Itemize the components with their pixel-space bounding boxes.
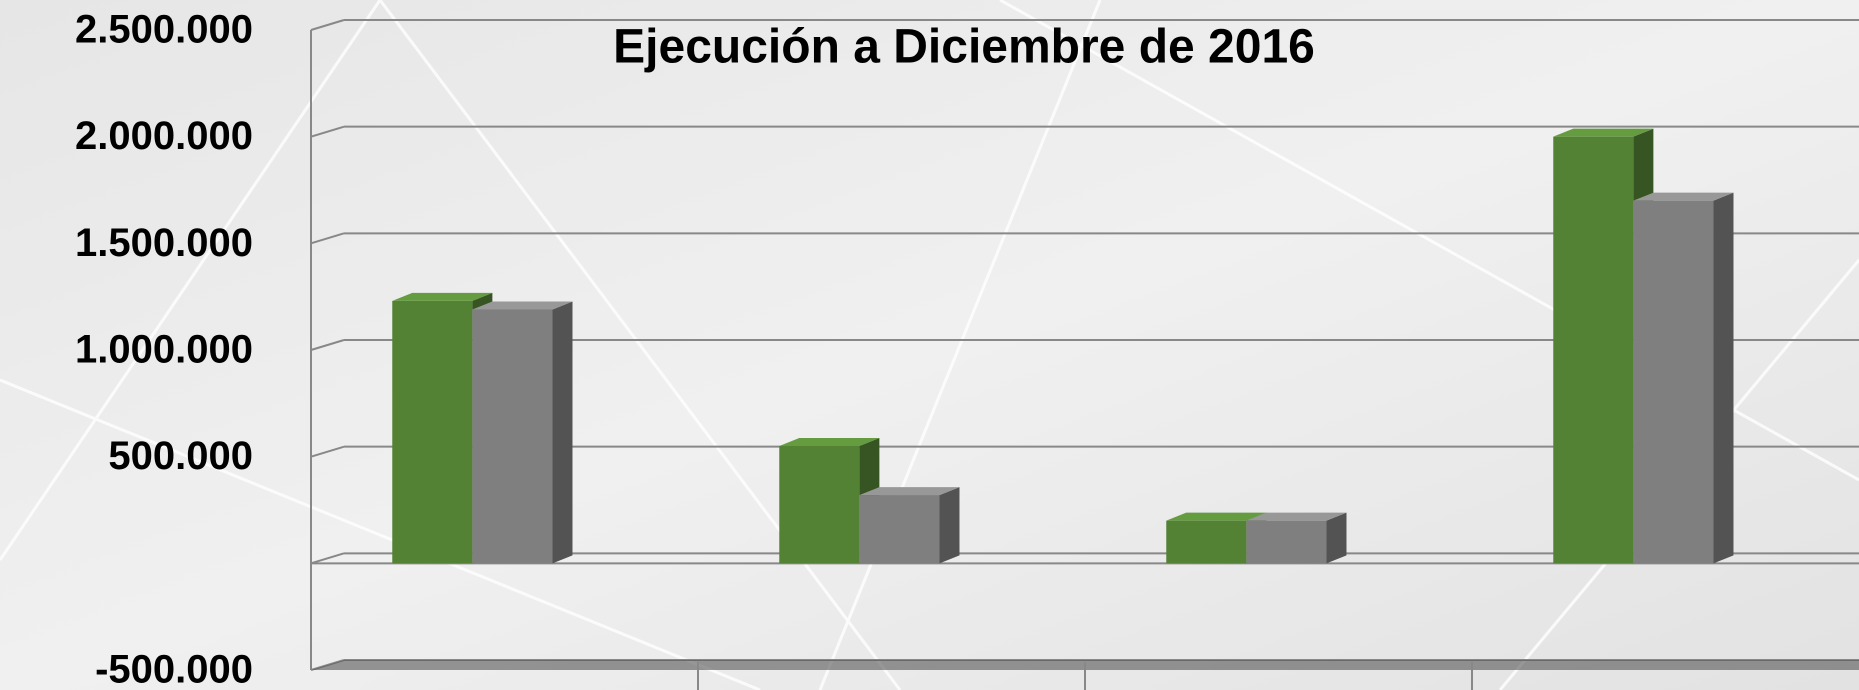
y-tick-label: 1.500.000 (75, 221, 253, 265)
bar-side (1713, 192, 1734, 564)
bar-top (472, 301, 573, 310)
grid-line (310, 19, 345, 31)
bar-top (1633, 192, 1734, 201)
y-tick-label: 2.500.000 (75, 8, 253, 52)
y-tick-label: 2.000.000 (75, 114, 253, 158)
grid-line (310, 445, 345, 458)
bar (472, 309, 553, 564)
grid-line (310, 339, 345, 351)
baseline (310, 552, 345, 565)
bar-side (939, 487, 960, 564)
bar (859, 495, 940, 564)
bar-top (779, 438, 880, 446)
bar (779, 446, 860, 564)
bar-top (392, 292, 493, 301)
chart-title: Ejecución a Diciembre de 2016 (613, 21, 1315, 74)
bar-side (552, 301, 573, 564)
bar-side (1326, 512, 1347, 564)
bar (1246, 520, 1327, 564)
grid-line (310, 232, 345, 245)
grid-line (310, 125, 345, 138)
bar-top (859, 487, 960, 496)
y-tick-label: -500.000 (95, 648, 253, 690)
y-tick-label: 500.000 (108, 434, 253, 478)
y-tick-label: 1.000.000 (75, 328, 253, 372)
bar (1633, 200, 1714, 564)
bar (392, 300, 473, 564)
bar-top (1553, 128, 1654, 137)
bar-top (1246, 512, 1347, 521)
bar (1166, 520, 1247, 564)
bar (1553, 136, 1634, 564)
bar-top (1166, 512, 1267, 521)
